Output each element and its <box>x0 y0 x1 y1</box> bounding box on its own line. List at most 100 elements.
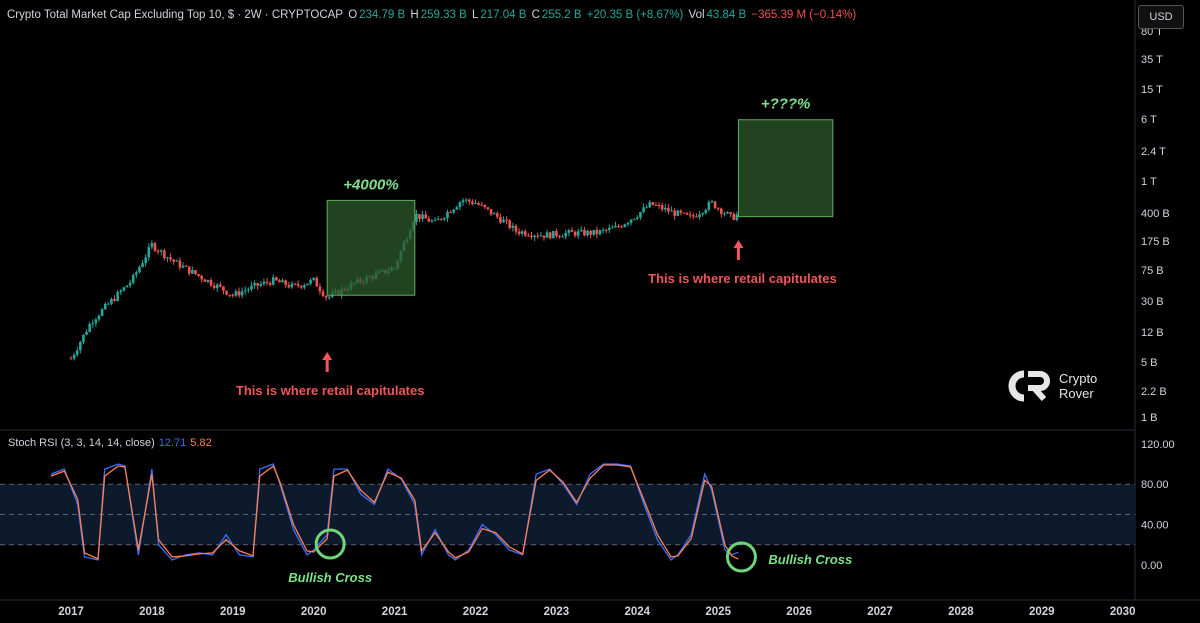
close-value: 255.2 B <box>541 9 582 21</box>
candle-body <box>113 298 116 301</box>
candle-body <box>82 334 85 343</box>
logo-text: Crypto Rover <box>1059 371 1097 401</box>
candle-body <box>629 219 633 223</box>
candle-body <box>178 260 182 268</box>
time-axis-tick: 2022 <box>463 606 489 618</box>
candle-body <box>275 277 278 281</box>
candle-body <box>327 296 331 298</box>
candle-body <box>163 250 166 259</box>
candle-body <box>119 290 123 293</box>
candle-body <box>209 280 213 286</box>
candle-body <box>452 209 456 213</box>
candle-body <box>290 283 294 288</box>
candle-body <box>240 291 244 296</box>
candle-body <box>284 280 287 286</box>
candle-body <box>508 220 512 228</box>
projection-box <box>737 119 834 218</box>
bullish-cross-label: Bullish Cross <box>288 570 372 585</box>
time-axis-tick: 2017 <box>58 606 84 618</box>
candle-body <box>576 231 580 236</box>
candle-body <box>632 218 636 220</box>
candle-body <box>595 229 599 235</box>
candle-body <box>474 203 477 205</box>
time-axis-tick: 2029 <box>1029 606 1055 618</box>
candle-body <box>72 354 76 359</box>
volume-label: Vol <box>688 9 705 21</box>
candle-body <box>91 323 95 325</box>
candle-body <box>707 202 711 210</box>
candle-body <box>520 231 524 234</box>
candle-body <box>446 211 449 219</box>
candle-body <box>732 213 736 220</box>
candle-body <box>430 220 434 222</box>
candle-body <box>548 232 552 239</box>
price-axis-tick: 400 B <box>1141 208 1170 220</box>
change-value: +20.35 B (+8.67%) <box>586 9 684 21</box>
stoch-k-value: 12.71 <box>158 437 187 449</box>
candle-body <box>551 231 555 239</box>
candle-body <box>729 212 732 214</box>
candle-body <box>312 277 315 280</box>
candle-body <box>265 281 269 283</box>
candle-body <box>299 285 303 288</box>
candle-body <box>461 200 465 203</box>
candle-body <box>306 283 309 286</box>
rsi-axis-tick: 40.00 <box>1141 520 1169 532</box>
candle-body <box>206 280 210 282</box>
candle-body <box>688 214 692 216</box>
rsi-axis-tick: 80.00 <box>1141 479 1169 491</box>
candle-body <box>642 207 645 213</box>
capitulation-label: This is where retail capitulates <box>236 383 425 398</box>
candle-body <box>122 287 126 291</box>
currency-button[interactable]: USD <box>1138 5 1184 29</box>
candle-body <box>243 290 247 292</box>
candle-body <box>296 284 300 286</box>
candle-body <box>539 235 543 237</box>
candle-body <box>480 204 484 206</box>
time-axis-tick: 2020 <box>301 606 327 618</box>
candle-body <box>723 213 726 215</box>
candle-body <box>592 229 596 235</box>
candle-body <box>464 199 468 201</box>
candle-body <box>477 203 480 205</box>
low-label: L <box>471 9 479 21</box>
candle-body <box>564 232 568 237</box>
stoch-d-line <box>50 464 739 560</box>
candle-body <box>486 207 490 210</box>
candle-body <box>135 272 138 275</box>
time-axis-tick: 2021 <box>382 606 408 618</box>
candle-body <box>439 218 443 220</box>
stoch-rsi-panel <box>0 463 1135 561</box>
candle-body <box>219 284 222 287</box>
candle-body <box>181 265 185 268</box>
candle-body <box>222 286 225 291</box>
candle-body <box>231 294 235 296</box>
candle-body <box>604 229 608 231</box>
time-axis-tick: 2027 <box>867 606 893 618</box>
candle-body <box>679 210 683 213</box>
candle-body <box>645 207 648 209</box>
candle-body <box>617 225 620 227</box>
arrow-up-icon <box>733 240 744 248</box>
price-axis-tick: 2.4 T <box>1141 146 1166 158</box>
arrow-up-icon <box>322 352 333 360</box>
candle-body <box>695 216 698 218</box>
candle-body <box>670 210 673 212</box>
price-axis-tick: 6 T <box>1141 114 1157 126</box>
candle-body <box>415 214 418 222</box>
candle-body <box>713 201 717 209</box>
bullish-cross-circle <box>314 528 346 560</box>
candle-body <box>583 229 586 236</box>
candle-body <box>138 267 141 273</box>
candle-body <box>253 283 256 286</box>
candle-body <box>586 230 589 236</box>
candle-body <box>125 285 129 288</box>
candle-body <box>303 285 306 288</box>
capitulation-label: This is where retail capitulates <box>648 271 837 286</box>
price-axis-tick: 15 T <box>1141 84 1163 96</box>
time-axis-tick: 2026 <box>786 606 812 618</box>
candle-body <box>660 205 664 210</box>
candle-body <box>726 212 729 214</box>
candle-body <box>203 279 207 282</box>
